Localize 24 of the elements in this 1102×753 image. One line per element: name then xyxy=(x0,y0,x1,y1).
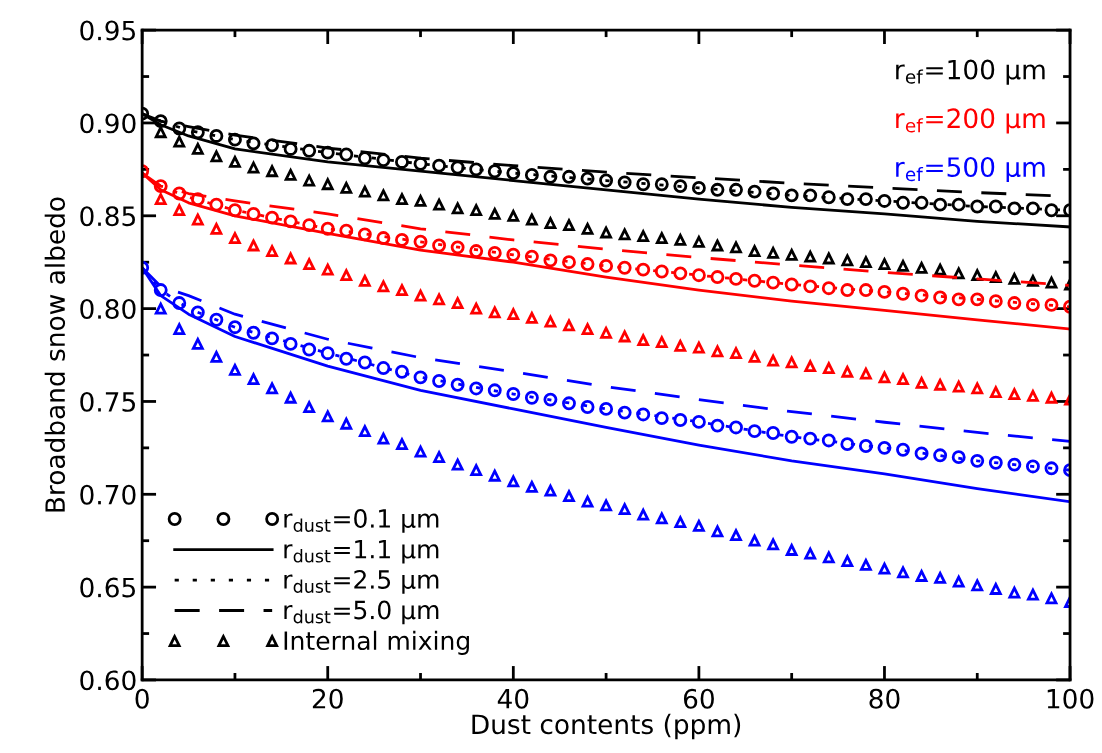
y-axis-title: Broadband snow albedo xyxy=(44,197,66,512)
y-tick-label: 0.75 xyxy=(80,391,135,412)
y-tick-label: 0.85 xyxy=(80,206,135,227)
y-tick-label: 0.70 xyxy=(80,484,136,505)
annotation: r$_{ef}$=200 µm xyxy=(896,108,1045,134)
legend-label: r$_{dust}$=0.1 µm xyxy=(284,509,439,533)
x-tick-label: 0 xyxy=(135,688,149,709)
legend-label: r$_{dust}$=1.1 µm xyxy=(284,540,439,564)
x-tick-label: 100 xyxy=(1047,688,1094,709)
x-tick-label: 20 xyxy=(312,688,343,709)
x-tick-label: 40 xyxy=(497,688,529,709)
legend-label: r$_{dust}$=5.0 µm xyxy=(284,600,439,625)
annotation: r$_{ef}$=100 µm xyxy=(896,59,1045,85)
x-axis-title: Dust contents (ppm) xyxy=(472,713,741,740)
y-tick-label: 0.60 xyxy=(80,670,136,691)
x-tick-label: 80 xyxy=(869,688,900,709)
annotation: r$_{ef}$=500 µm xyxy=(896,157,1045,183)
y-tick-label: 0.65 xyxy=(80,577,135,598)
legend-label: r$_{dust}$=2.5 µm xyxy=(284,570,439,594)
x-tick-label: 60 xyxy=(683,688,714,709)
y-tick-label: 0.80 xyxy=(80,299,136,320)
y-tick-label: 0.95 xyxy=(80,20,135,41)
legend-label: Internal mixing xyxy=(284,630,469,655)
y-tick-label: 0.90 xyxy=(80,113,136,134)
